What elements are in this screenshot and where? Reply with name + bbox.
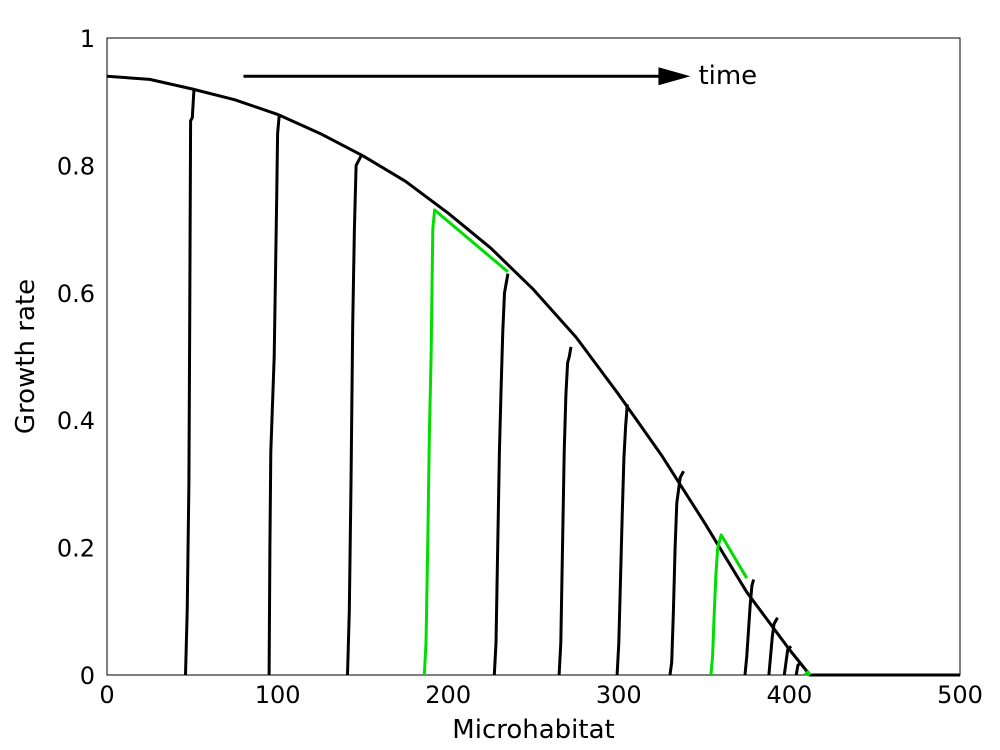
envelope-line [106, 74, 960, 677]
y-tick-label: 1 [80, 25, 95, 53]
trajectory-line [803, 670, 812, 677]
x-tick-label: 400 [766, 681, 812, 709]
y-tick-label: 0.8 [57, 152, 95, 180]
trajectory-line [492, 273, 510, 676]
trajectory-line [615, 404, 629, 676]
x-tick-label: 0 [99, 681, 114, 709]
trajectory-line [743, 579, 756, 676]
time-annotation-label: time [698, 61, 757, 91]
x-tick-label: 300 [596, 681, 642, 709]
trajectory-line [346, 155, 363, 676]
trajectory-line [557, 346, 573, 676]
trajectory-line [709, 533, 749, 676]
annotation-layer: time [243, 61, 757, 91]
x-tick-label: 500 [937, 681, 983, 709]
plot-area-frame [106, 37, 961, 676]
trajectory-line [794, 661, 803, 676]
y-tick-label: 0.6 [57, 280, 95, 308]
trajectory-line [767, 616, 779, 676]
trajectory-line [422, 208, 509, 676]
x-tick-label: 200 [425, 681, 471, 709]
y-tick-label: 0.2 [57, 535, 95, 563]
y-tick-label: 0.4 [57, 407, 95, 435]
trajectory-line [267, 114, 281, 676]
x-axis-title: Microhabitat [452, 715, 614, 745]
time-arrow-head-icon [658, 67, 691, 86]
trajectory-line [668, 470, 685, 676]
y-tick-label: 0 [80, 662, 95, 690]
trajectory-line [782, 645, 793, 676]
ticks-layer: 0 100 200 300 400 500 0 0.2 0.4 0.6 0.8 1 [57, 25, 983, 709]
series-layer [106, 74, 960, 677]
x-tick-label: 100 [255, 681, 301, 709]
y-axis-title: Growth rate [11, 279, 41, 434]
trajectory-line [184, 88, 196, 676]
